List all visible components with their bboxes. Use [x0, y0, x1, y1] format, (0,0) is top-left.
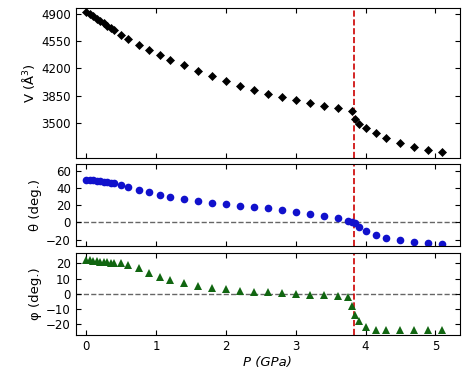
- Y-axis label: φ (deg.): φ (deg.): [29, 268, 42, 320]
- Y-axis label: θ (deg.): θ (deg.): [29, 179, 42, 231]
- Y-axis label: V (Å$^3$): V (Å$^3$): [20, 63, 37, 103]
- X-axis label: P (GPa): P (GPa): [243, 356, 292, 368]
